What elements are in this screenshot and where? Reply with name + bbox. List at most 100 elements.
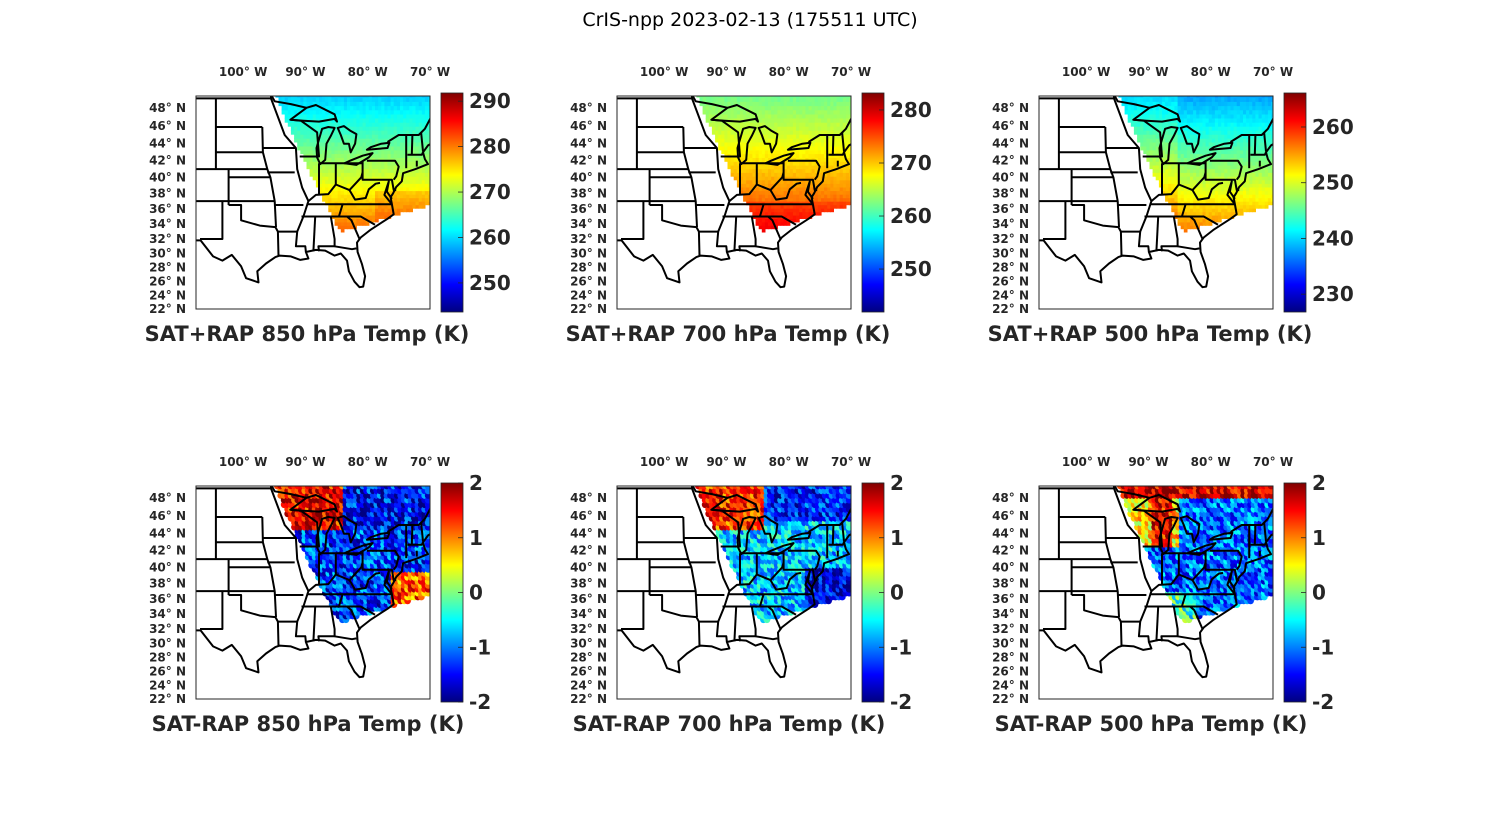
swath-pixel — [718, 105, 722, 111]
swath-pixel — [375, 130, 379, 135]
lake-outline — [1208, 141, 1234, 151]
swath-pixel — [1196, 208, 1200, 213]
swath-pixel — [752, 201, 757, 206]
swath-pixel — [746, 109, 750, 115]
swath-pixel — [771, 186, 775, 192]
swath-pixel — [761, 113, 766, 119]
swath-pixel — [294, 101, 298, 107]
swath-pixel — [384, 153, 389, 158]
swath-pixel — [1218, 153, 1222, 158]
swath-pixel — [1255, 149, 1260, 155]
swath-pixel — [356, 204, 361, 209]
swath-pixel — [1211, 197, 1216, 202]
swath-pixel — [842, 190, 847, 195]
swath-pixel — [817, 168, 822, 173]
swath-pixel — [371, 176, 376, 181]
swath-pixel — [1183, 126, 1188, 131]
swath-pixel — [371, 208, 376, 213]
swath-pixel — [403, 179, 407, 184]
swath-pixel — [768, 183, 772, 188]
swath-pixel — [827, 105, 831, 111]
swath-pixel — [1152, 157, 1157, 162]
swath-pixel — [387, 126, 392, 131]
swath-pixel — [1218, 105, 1222, 111]
swath-pixel — [802, 153, 806, 158]
swath-pixel — [334, 97, 339, 102]
swath-pixel — [390, 176, 395, 181]
swath-pixel — [1152, 168, 1157, 173]
swath-pixel — [396, 176, 401, 181]
swath-pixel — [412, 201, 417, 206]
swath-pixel — [743, 101, 747, 107]
swath-pixel — [1255, 176, 1260, 181]
swath-pixel — [780, 118, 785, 123]
swath-pixel — [1233, 118, 1238, 123]
swath-pixel — [802, 164, 806, 170]
map-panel: 100° W 90° W 80° W 70° W48° N46° N44° N42° … — [145, 65, 511, 346]
swath-pixel — [322, 142, 326, 147]
swath-pixel — [746, 96, 750, 98]
swath-pixel — [362, 161, 367, 166]
swath-pixel — [1264, 172, 1269, 177]
swath-pixel — [749, 145, 753, 151]
swath-pixel — [356, 138, 361, 143]
swath-pixel — [1258, 149, 1263, 155]
swath-pixel — [1214, 201, 1219, 206]
swath-pixel — [833, 176, 838, 181]
lat-tick-label: 26° N — [149, 275, 186, 289]
swath-pixel — [406, 109, 410, 115]
swath-pixel — [1239, 186, 1244, 192]
swath-pixel — [1224, 122, 1228, 127]
swath-pixel — [1208, 168, 1213, 173]
swath-pixel — [359, 211, 364, 216]
swath-pixel — [424, 142, 429, 147]
swath-pixel — [412, 109, 417, 115]
swath-pixel — [821, 164, 825, 170]
swath-pixel — [365, 122, 370, 127]
swath-pixel — [777, 204, 782, 209]
swath-pixel — [1271, 149, 1273, 155]
swath-pixel — [830, 197, 834, 202]
swath-pixel — [347, 113, 351, 119]
swath-pixel — [796, 157, 800, 162]
swath-pixel — [761, 142, 766, 147]
swath-pixel — [733, 97, 738, 102]
swath-pixel — [390, 197, 395, 202]
swath-pixel — [1214, 105, 1219, 111]
swath-pixel — [758, 186, 763, 192]
swath-pixel — [325, 96, 329, 98]
swath-pixel — [743, 142, 747, 147]
swath-pixel — [814, 183, 819, 188]
swath-pixel — [1246, 190, 1250, 195]
swath-pixel — [294, 122, 298, 127]
swath-pixel — [789, 97, 794, 102]
swath-pixel — [359, 138, 364, 143]
swath-pixel — [1183, 96, 1188, 98]
swath-pixel — [1165, 194, 1169, 199]
swath-pixel — [1180, 142, 1185, 147]
swath-pixel — [350, 201, 354, 206]
swath-pixel — [1140, 138, 1144, 143]
swath-pixel — [1202, 126, 1207, 131]
swath-pixel — [764, 183, 769, 188]
swath-pixel — [290, 122, 295, 127]
swath-pixel — [1174, 153, 1179, 158]
swath-pixel — [1180, 194, 1185, 199]
swath-pixel — [1146, 157, 1151, 162]
swath-pixel — [306, 109, 311, 115]
swath-pixel — [309, 113, 314, 119]
swath-pixel — [287, 122, 292, 127]
swath-pixel — [340, 172, 345, 177]
swath-pixel — [777, 186, 782, 192]
swath-pixel — [1174, 179, 1179, 184]
swath-pixel — [789, 126, 794, 131]
swath-pixel — [761, 97, 766, 102]
swath-pixel — [1208, 204, 1213, 209]
swath-pixel — [294, 109, 298, 115]
swath-pixel — [786, 97, 791, 102]
swath-pixel — [1218, 176, 1222, 181]
swath-pixel — [821, 97, 825, 102]
swath-pixel — [1243, 194, 1247, 199]
swath-pixel — [365, 105, 370, 111]
swath-pixel — [733, 164, 738, 170]
